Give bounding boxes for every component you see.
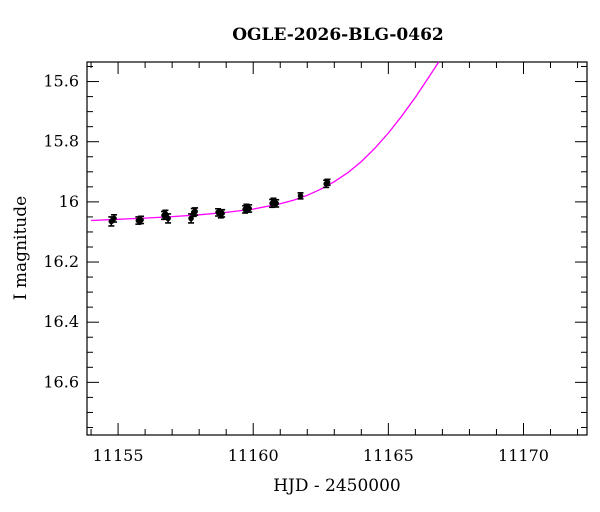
plot-frame xyxy=(86,61,588,436)
chart-title: OGLE-2026-BLG-0462 xyxy=(232,25,444,45)
y-tick-label: 16.6 xyxy=(43,372,79,391)
data-point xyxy=(192,207,199,216)
point-marker xyxy=(192,208,198,215)
data-points xyxy=(108,178,331,227)
point-marker xyxy=(165,215,171,222)
x-axis-label: HJD - 2450000 xyxy=(273,476,401,496)
y-tick-label: 16.2 xyxy=(43,252,79,271)
x-tick-label: 11165 xyxy=(363,446,414,465)
y-tick-label: 16.4 xyxy=(43,312,79,331)
point-marker xyxy=(246,205,252,212)
point-marker xyxy=(219,210,225,217)
y-tick-label: 15.6 xyxy=(43,72,79,91)
model-curve xyxy=(91,61,440,222)
data-point xyxy=(246,204,253,213)
x-tick-label: 11160 xyxy=(228,446,279,465)
data-point xyxy=(219,208,226,218)
data-point xyxy=(111,214,118,223)
data-point xyxy=(273,198,280,208)
y-tick-label: 15.8 xyxy=(43,132,79,151)
axis-tick-labels: 11155 11160 11165 11170 15.6 15.8 16 16.2 16.4 16… xyxy=(43,72,549,465)
point-marker xyxy=(324,179,331,186)
x-tick-label: 11155 xyxy=(93,446,144,465)
axis-ticks xyxy=(87,62,587,435)
point-marker xyxy=(273,200,279,207)
data-point xyxy=(297,192,304,200)
y-tick-label: 16 xyxy=(59,192,79,211)
y-axis-label: I magnitude xyxy=(11,196,31,300)
data-point xyxy=(138,215,145,225)
x-tick-label: 11170 xyxy=(498,446,549,465)
point-marker xyxy=(111,215,117,222)
point-marker xyxy=(138,217,144,223)
point-marker xyxy=(297,193,304,199)
data-point xyxy=(324,178,331,187)
data-point xyxy=(165,213,172,224)
